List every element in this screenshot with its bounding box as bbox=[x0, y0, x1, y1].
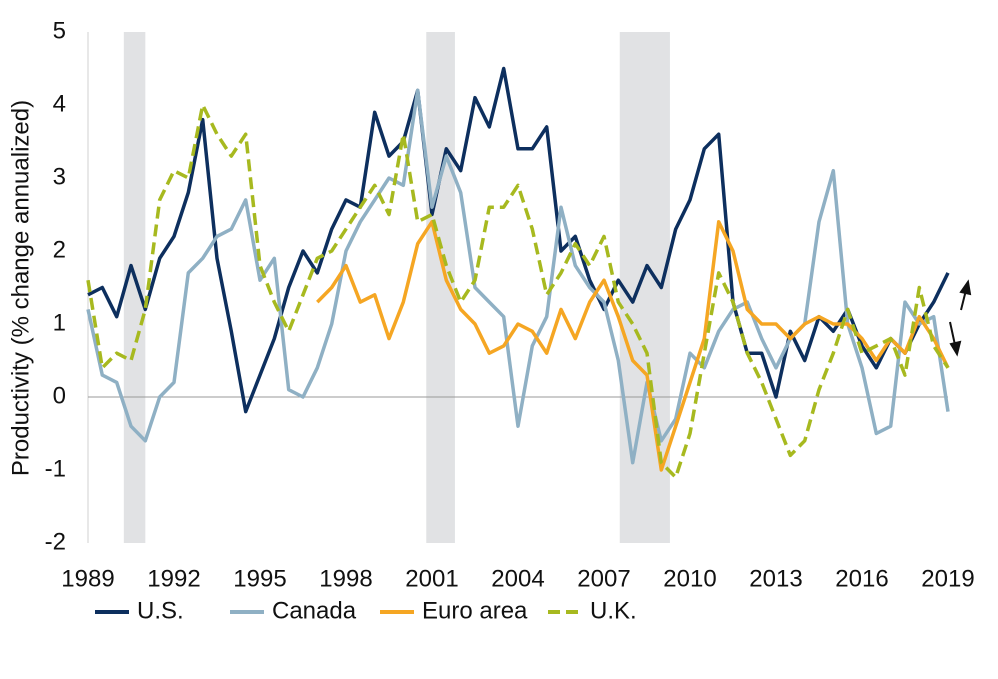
x-tick-label: 1989 bbox=[61, 565, 114, 592]
legend-label: U.S. bbox=[137, 597, 184, 624]
x-tick-label: 1992 bbox=[147, 565, 200, 592]
x-tick-label: 1998 bbox=[319, 565, 372, 592]
series-line bbox=[86, 103, 950, 480]
x-tick-label: 2013 bbox=[749, 565, 802, 592]
x-tick-label: 2001 bbox=[405, 565, 458, 592]
legend-label: Canada bbox=[272, 597, 357, 624]
x-tick-label: 1995 bbox=[233, 565, 286, 592]
y-axis-label: Productivity (% change annualized) bbox=[7, 100, 34, 476]
y-tick-label: -1 bbox=[45, 455, 66, 482]
y-tick-label: 4 bbox=[53, 90, 66, 117]
y-tick-label: -2 bbox=[45, 528, 66, 555]
x-tick-label: 2004 bbox=[491, 565, 544, 592]
y-tick-label: 0 bbox=[53, 382, 66, 409]
legend-label: Euro area bbox=[422, 597, 528, 624]
x-tick-label: 2010 bbox=[663, 565, 716, 592]
x-tick-label: 2007 bbox=[577, 565, 630, 592]
trend-arrows bbox=[949, 279, 972, 357]
x-tick-label: 2019 bbox=[921, 565, 974, 592]
series-line bbox=[87, 66, 950, 414]
y-tick-label: 2 bbox=[53, 236, 66, 263]
y-tick-label: 3 bbox=[53, 163, 66, 190]
legend-label: U.K. bbox=[590, 597, 637, 624]
y-tick-label: 1 bbox=[53, 309, 66, 336]
x-tick-label: 2016 bbox=[835, 565, 888, 592]
recession-band bbox=[123, 32, 146, 543]
y-tick-label: 5 bbox=[53, 17, 66, 44]
